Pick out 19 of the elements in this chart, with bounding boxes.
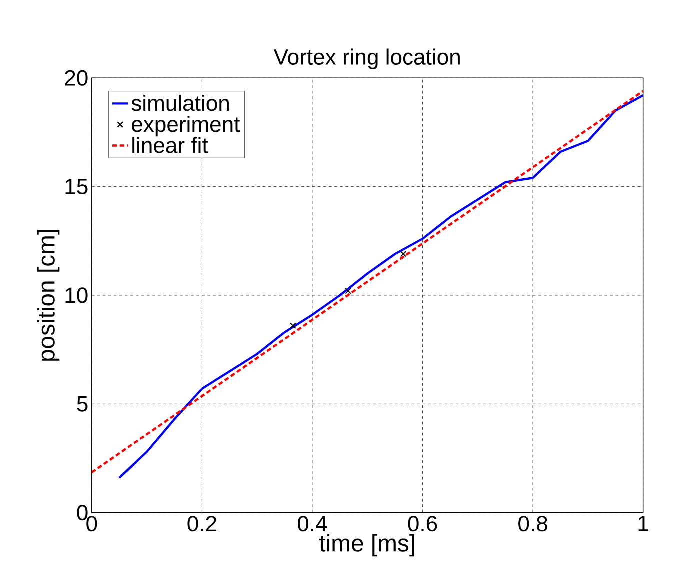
y-axis-title: position [cm]	[37, 230, 60, 361]
chart-title: Vortex ring location	[274, 48, 460, 70]
legend-label: experiment	[132, 116, 240, 136]
y-tick-label: 5	[77, 396, 88, 412]
x-tick-label: 0.2	[188, 516, 216, 532]
x-axis-title: time [ms]	[320, 534, 414, 556]
y-tick-label: 20	[65, 70, 88, 86]
y-tick-label: 10	[66, 287, 88, 304]
point	[345, 288, 352, 294]
point	[290, 322, 296, 329]
legend-label: simulation	[132, 94, 229, 112]
legend-label: linear fit	[132, 136, 208, 154]
x-tick-label: 1	[638, 516, 648, 532]
point	[400, 250, 407, 258]
x-tick-label: 0.4	[298, 516, 328, 532]
y-tick-label: 15	[66, 178, 88, 194]
x-tick-label: 0.8	[518, 516, 548, 532]
y-tick-label: 0	[77, 504, 88, 520]
x-tick-label: 0.6	[408, 516, 438, 532]
